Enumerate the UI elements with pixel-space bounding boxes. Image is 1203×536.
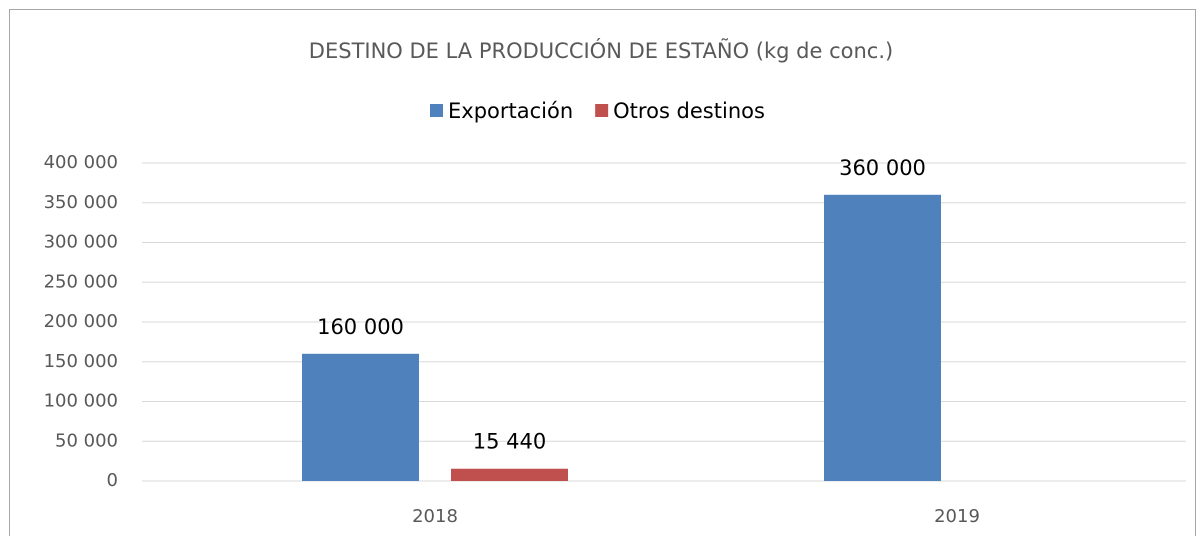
x-tick-label: 2018 <box>412 506 458 527</box>
y-tick-label: 300 000 <box>44 232 118 253</box>
y-tick-label: 150 000 <box>44 351 118 372</box>
legend-label: Exportación <box>448 99 573 123</box>
x-tick-label: 2019 <box>934 506 980 527</box>
chart-border <box>9 9 1196 536</box>
legend-label: Otros destinos <box>613 99 765 123</box>
data-label: 160 000 <box>317 315 404 339</box>
y-tick-label: 100 000 <box>44 391 118 412</box>
chart-title: DESTINO DE LA PRODUCCIÓN DE ESTAÑO (kg d… <box>309 37 893 63</box>
bar <box>451 468 568 481</box>
y-tick-label: 250 000 <box>44 271 118 292</box>
y-tick-label: 350 000 <box>44 192 118 213</box>
y-tick-label: 0 <box>107 470 118 491</box>
y-tick-label: 200 000 <box>44 311 118 332</box>
legend-swatch <box>595 104 609 117</box>
y-tick-label: 400 000 <box>44 152 118 173</box>
bar <box>302 353 419 481</box>
data-label: 360 000 <box>839 156 926 180</box>
data-label: 15 440 <box>473 430 546 454</box>
bar <box>824 194 941 482</box>
y-tick-label: 50 000 <box>55 430 118 451</box>
legend-swatch <box>430 104 443 117</box>
